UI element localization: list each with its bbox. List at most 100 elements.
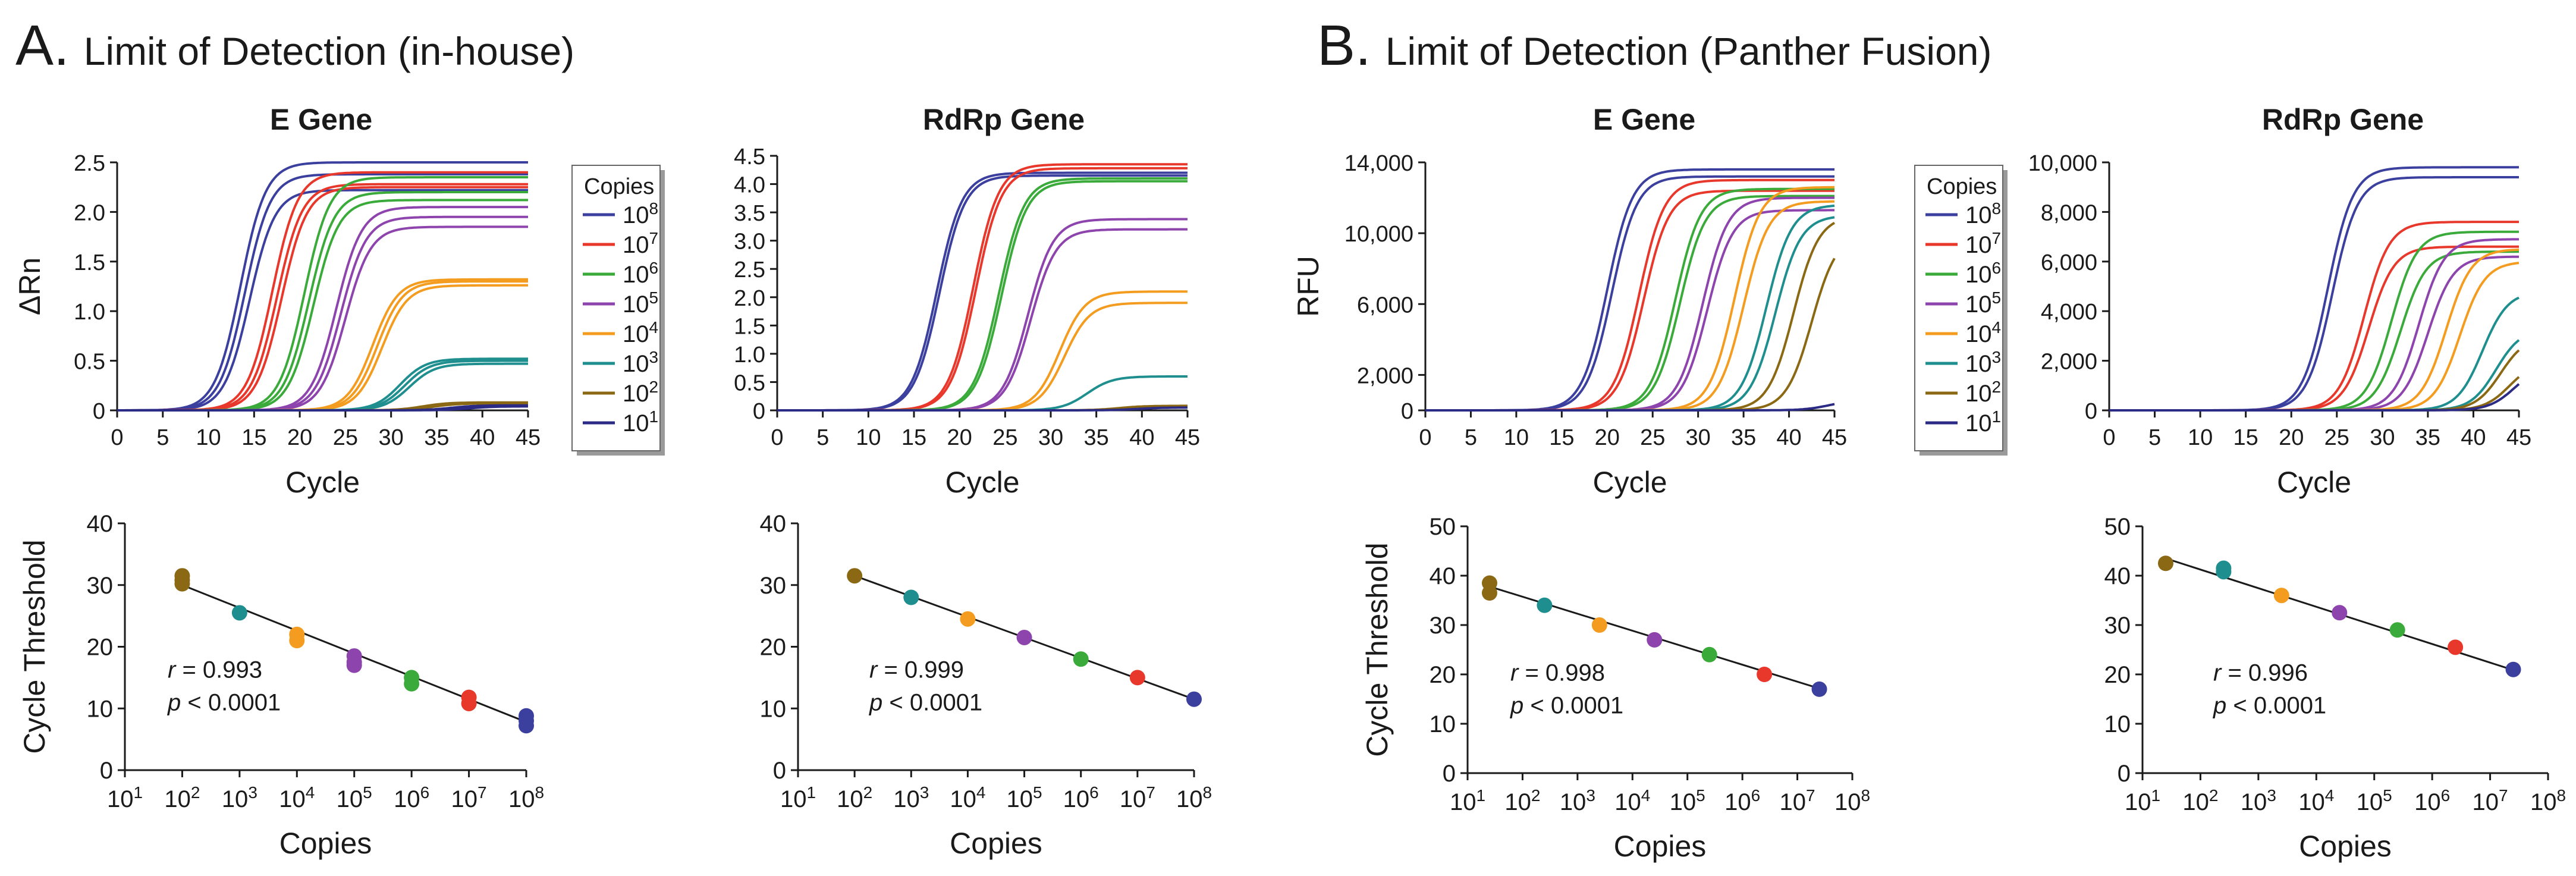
b-egene-std-ytick-label: 30 xyxy=(1430,613,1456,639)
b-rdrp-std-stat-p: p < 0.0001 xyxy=(2213,692,2326,718)
a-rdrp-amp-xtick-label: 0 xyxy=(771,425,783,450)
a-rdrp-amp-ytick-label: 1.0 xyxy=(734,343,765,368)
b-egene-amp-ytick-label: 0 xyxy=(1401,399,1413,424)
b-egene-std-xtick-label: 106 xyxy=(1724,786,1760,816)
legend-b-entry-10e6: 106 xyxy=(1965,259,2001,288)
b-rdrp-amp-curve-10e5-0 xyxy=(2109,238,2519,412)
b-egene-amp-xtick-label: 45 xyxy=(1822,425,1847,450)
a-egene-std-point-10e5-2 xyxy=(346,657,362,673)
a-rdrp-std-stat-r: r = 0.999 xyxy=(869,657,964,683)
a-egene-std-chart: 0 10 20 30 40 101 102 103 104 105 106 107 108 Copies C… xyxy=(18,511,544,860)
panel-a-title: Limit of Detection (in-house) xyxy=(83,29,575,73)
b-rdrp-amp-ytick-label: 10,000 xyxy=(2028,151,2097,176)
b-rdrp-std-xtick-label: 108 xyxy=(2530,786,2566,816)
a-rdrp-std-point-10e5-0 xyxy=(1016,629,1032,645)
a-rdrp-amp-curve-10e7-1 xyxy=(777,167,1188,412)
legend-b-entry-10e4: 104 xyxy=(1965,318,2001,348)
b-rdrp-amp-xtick-label: 30 xyxy=(2370,425,2395,450)
a-egene-amp-title: E Gene xyxy=(270,103,372,136)
b-rdrp-std-xtick-label: 103 xyxy=(2241,786,2276,816)
b-egene-std-point-10e7-0 xyxy=(1757,667,1773,682)
a-egene-amp-xtick-label: 40 xyxy=(470,425,495,450)
b-egene-amp-xtick-label: 5 xyxy=(1465,425,1477,450)
a-egene-amp-xtick-label: 20 xyxy=(287,425,312,450)
a-rdrp-amp-xtick-label: 45 xyxy=(1175,425,1200,450)
a-rdrp-amp-ytick-label: 0 xyxy=(753,399,765,424)
b-egene-std-point-10e2-1 xyxy=(1481,585,1497,601)
b-rdrp-amp-ytick-label: 4,000 xyxy=(2041,300,2097,325)
b-rdrp-amp-xtick-label: 5 xyxy=(2148,425,2161,450)
b-rdrp-std-ytick-label: 10 xyxy=(2104,711,2131,737)
b-rdrp-std-point-10e2-0 xyxy=(2157,555,2173,572)
a-rdrp-amp-ytick-label: 2.0 xyxy=(734,286,765,311)
b-rdrp-std-xtick-label: 102 xyxy=(2182,786,2218,816)
b-rdrp-amp-xlabel: Cycle xyxy=(2277,466,2351,499)
a-egene-std-point-10e3-0 xyxy=(231,605,247,621)
a-rdrp-std-point-10e8-0 xyxy=(1186,691,1202,707)
b-rdrp-amp-curve-10e1-0 xyxy=(2109,383,2520,412)
b-rdrp-amp-xtick-label: 10 xyxy=(2188,425,2213,450)
b-egene-std-stat-p: p < 0.0001 xyxy=(1510,692,1623,718)
a-egene-amp-curve-10e6-2 xyxy=(117,199,528,412)
a-rdrp-std-xtick-label: 108 xyxy=(1176,783,1212,813)
a-egene-std-ytick-label: 40 xyxy=(87,511,114,537)
a-rdrp-std-point-10e7-0 xyxy=(1129,670,1145,686)
a-rdrp-amp-xtick-label: 25 xyxy=(992,425,1017,450)
a-rdrp-amp-ytick-label: 3.0 xyxy=(734,230,765,255)
b-egene-amp-xtick-label: 10 xyxy=(1504,425,1529,450)
a-rdrp-amp-ytick-label: 4.0 xyxy=(734,173,765,198)
b-rdrp-amp-title: RdRp Gene xyxy=(2262,103,2424,136)
b-egene-std-ytick-label: 0 xyxy=(1443,761,1456,787)
b-rdrp-std-ytick-label: 40 xyxy=(2104,563,2131,589)
a-egene-std-xtick-label: 105 xyxy=(337,783,372,813)
legend-b-entry-10e5: 105 xyxy=(1965,288,2001,318)
legend-a-box xyxy=(571,165,661,451)
b-rdrp-std-xtick-label: 105 xyxy=(2357,786,2392,816)
b-egene-std-ylabel: Cycle Threshold xyxy=(1361,542,1394,756)
b-rdrp-amp-curve-10e6-1 xyxy=(2109,250,2519,412)
panel-a-label: A. Limit of Detection (in-house) xyxy=(15,13,574,79)
b-rdrp-amp-curve-10e3-0 xyxy=(2109,296,2520,412)
a-rdrp-std-point-10e2-0 xyxy=(847,568,863,584)
b-egene-amp-curve-10e8-0 xyxy=(1425,168,1834,412)
b-egene-std-xtick-label: 102 xyxy=(1504,786,1540,816)
a-egene-std-ytick-label: 10 xyxy=(87,696,114,722)
a-egene-std-point-10e7-1 xyxy=(461,695,477,711)
b-egene-amp-ylabel: RFU xyxy=(1292,256,1325,317)
a-rdrp-amp-xtick-label: 35 xyxy=(1084,425,1109,450)
a-egene-amp-curve-10e4-1 xyxy=(117,280,528,412)
b-rdrp-std-xlabel: Copies xyxy=(2299,830,2392,863)
b-egene-std-xtick-label: 103 xyxy=(1560,786,1595,816)
legend-a-entry-10e6: 106 xyxy=(623,259,658,288)
b-egene-std-xtick-label: 105 xyxy=(1670,786,1705,816)
a-rdrp-std-ytick-label: 10 xyxy=(760,696,787,722)
b-rdrp-std-point-10e7-0 xyxy=(2448,639,2464,655)
a-rdrp-std-ytick-label: 30 xyxy=(760,573,787,599)
a-egene-amp-ytick-label: 1.0 xyxy=(74,300,105,325)
panel-a-letter: A. xyxy=(15,14,70,77)
b-rdrp-std-stat-r: r = 0.996 xyxy=(2213,660,2308,686)
b-rdrp-amp-curve-10e4-0 xyxy=(2109,248,2520,412)
b-egene-amp-xtick-label: 20 xyxy=(1595,425,1620,450)
a-egene-amp-ytick-label: 1.5 xyxy=(74,250,105,275)
b-rdrp-amp-curve-10e4-1 xyxy=(2109,262,2520,412)
a-rdrp-std-ytick-label: 20 xyxy=(760,635,787,661)
a-rdrp-amp-ytick-label: 0.5 xyxy=(734,371,765,395)
b-rdrp-std-point-10e3-1 xyxy=(2216,564,2232,580)
b-egene-amp-xtick-label: 30 xyxy=(1686,425,1711,450)
a-rdrp-amp-title: RdRp Gene xyxy=(923,103,1085,136)
b-egene-amp-xtick-label: 40 xyxy=(1776,425,1801,450)
a-egene-amp-ylabel: ΔRn xyxy=(13,258,46,315)
b-rdrp-amp-curve-10e5-1 xyxy=(2109,255,2519,412)
a-egene-std-xtick-label: 101 xyxy=(107,783,143,813)
b-egene-std-ytick-label: 40 xyxy=(1430,563,1456,589)
a-egene-std-point-10e2-2 xyxy=(174,576,190,592)
a-egene-amp-xtick-label: 10 xyxy=(196,425,221,450)
b-egene-std-xtick-label: 107 xyxy=(1780,786,1815,816)
a-rdrp-std-stat-p: p < 0.0001 xyxy=(869,689,982,715)
a-rdrp-std-xlabel: Copies xyxy=(950,827,1042,860)
a-rdrp-std-ytick-label: 40 xyxy=(760,511,787,537)
b-egene-std-xtick-label: 101 xyxy=(1450,786,1485,816)
a-rdrp-std-xtick-label: 103 xyxy=(893,783,929,813)
